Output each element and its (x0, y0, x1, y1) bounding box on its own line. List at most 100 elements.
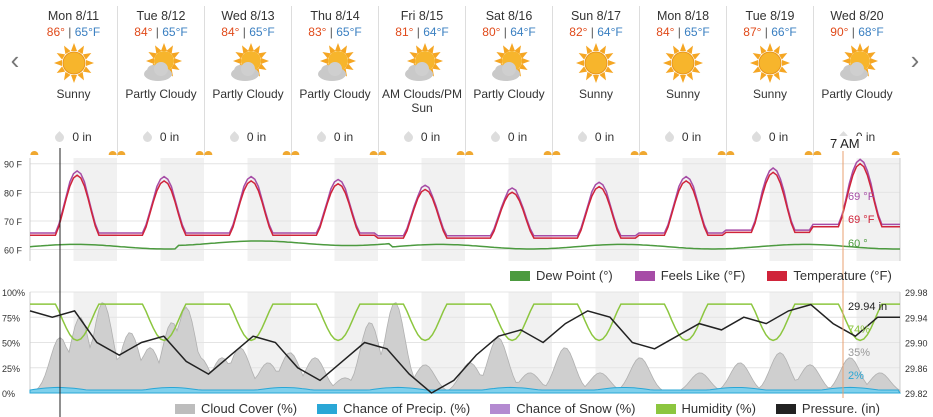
night-band (508, 158, 552, 261)
day-condition: AM Clouds/PM Sun (381, 87, 463, 115)
day-column[interactable]: Mon 8/11 86° | 65°F Sunny 0 in (30, 6, 117, 156)
day-low: 65°F (249, 25, 275, 39)
pressure-swatch (775, 403, 796, 414)
day-precip-amount: 0 in (72, 130, 92, 144)
legend-temperature[interactable]: Temperature (°F) (793, 268, 892, 283)
day-date: Fri 8/15 (400, 9, 444, 23)
dew-point-readout: 60 ° (848, 238, 868, 250)
day-precip: 0 in (640, 130, 726, 145)
day-column[interactable]: Sat 8/16 80° | 64°F Partly Cloudy 0 in (465, 6, 552, 156)
day-column[interactable]: Tue 8/12 84° | 65°F Partly Cloudy 0 in (117, 6, 204, 156)
legend-feels-like[interactable]: Feels Like (°F) (660, 268, 746, 283)
sun-marker (117, 151, 126, 155)
cloud-cover-swatch (175, 403, 195, 414)
night-band (247, 158, 291, 261)
sun-icon (576, 43, 616, 83)
day-column[interactable]: Mon 8/18 84° | 65°F Sunny 0 in (639, 6, 726, 156)
legend-cloud-cover[interactable]: Cloud Cover (%) (201, 401, 298, 416)
day-precip-amount: 0 in (507, 130, 528, 144)
day-precip-amount: 0 in (159, 130, 180, 144)
day-low: 64°F (423, 25, 449, 39)
day-precip-amount: 0 in (681, 130, 702, 144)
sun-marker (639, 151, 648, 155)
precip-readout: 2% (848, 370, 864, 382)
night-band (856, 158, 900, 261)
legend-humidity[interactable]: Humidity (%) (681, 401, 756, 416)
day-precip: 0 in (727, 130, 813, 145)
day-low: 65°F (336, 25, 362, 39)
partly-cloudy-icon (840, 43, 878, 81)
day-high: 90° (830, 25, 849, 39)
sun-marker (291, 151, 300, 155)
day-hi-lo: 84° | 65°F (134, 25, 188, 39)
legend-pressure[interactable]: Pressure. (in) (801, 401, 880, 416)
day-hi-lo: 80° | 64°F (482, 25, 536, 39)
day-precip: 0 in (118, 130, 204, 145)
lower-legend: Cloud Cover (%) Chance of Precip. (%) Ch… (175, 401, 880, 416)
day-date: Mon 8/18 (656, 9, 710, 23)
day-hi-lo: 84° | 65°F (656, 25, 710, 39)
humidity-readout: 74% (848, 324, 870, 336)
forecast-charts: 90 F 80 F 70 F 60 F 100% 29.98 75% 29.94 50% 29.9… (2, 148, 928, 417)
day-date: Tue 8/12 (136, 9, 186, 23)
y-tick-label: 90 F (4, 160, 23, 170)
raindrop-icon (227, 131, 241, 145)
temperature-readout: 69 °F (848, 214, 875, 226)
day-high: 84° (221, 25, 240, 39)
sun-marker (552, 151, 561, 155)
day-high: 81° (395, 25, 414, 39)
day-condition: Partly Cloudy (821, 87, 893, 101)
day-column[interactable]: Fri 8/15 81° | 64°F AM Clouds/PM Sun 0 i… (378, 6, 465, 156)
cloud-cover-readout: 35% (848, 347, 870, 359)
humidity-swatch (655, 403, 676, 414)
feels-like-swatch (634, 270, 655, 281)
day-precip-amount: 0 in (246, 130, 267, 144)
legend-precip[interactable]: Chance of Precip. (%) (343, 401, 471, 416)
daily-forecast-row: Mon 8/11 86° | 65°F Sunny 0 in Tue 8/12 … (30, 6, 900, 156)
day-low: 65°F (684, 25, 710, 39)
temp-legend: Dew Point (°) Feels Like (°F) Temperatur… (510, 268, 892, 283)
sun-marker (378, 151, 387, 155)
sun-marker (108, 151, 117, 155)
day-low: 64°F (510, 25, 536, 39)
sun-marker (891, 151, 900, 155)
precip-area (29, 386, 901, 394)
prev-days-button[interactable]: ‹ (10, 44, 20, 75)
day-low: 65°F (162, 25, 188, 39)
y-tick-label: 70 F (4, 217, 23, 227)
day-date: Thu 8/14 (310, 9, 360, 23)
day-high: 84° (656, 25, 675, 39)
day-column[interactable]: Sun 8/17 82° | 64°F Sunny 0 in (552, 6, 639, 156)
raindrop-icon (140, 131, 154, 145)
sun-marker (465, 151, 474, 155)
right-tick-label: 29.98 (905, 288, 928, 298)
day-column[interactable]: Wed 8/20 90° | 68°F Partly Cloudy 0 in (813, 6, 900, 156)
next-days-button[interactable]: › (910, 44, 920, 75)
partly-cloudy-icon (405, 43, 443, 81)
sun-icon (53, 43, 94, 83)
day-high: 83° (308, 25, 327, 39)
day-date: Tue 8/19 (745, 9, 795, 23)
day-hi-lo: 83° | 65°F (308, 25, 362, 39)
day-date: Sat 8/16 (485, 9, 533, 23)
day-low: 64°F (597, 25, 623, 39)
left-tick-label: 75% (2, 313, 20, 323)
raindrop-icon (575, 131, 589, 145)
day-condition: Sunny (665, 87, 701, 101)
left-tick-label: 100% (2, 288, 25, 298)
sun-marker (369, 151, 378, 155)
day-column[interactable]: Wed 8/13 84° | 65°F Partly Cloudy 0 in (204, 6, 291, 156)
day-high: 86° (46, 25, 65, 39)
day-high: 82° (569, 25, 588, 39)
day-condition: Partly Cloudy (473, 87, 545, 101)
hover-time-label: 7 AM (828, 136, 862, 151)
day-low: 68°F (858, 25, 884, 39)
legend-snow[interactable]: Chance of Snow (%) (516, 401, 636, 416)
day-column[interactable]: Tue 8/19 87° | 66°F Sunny 0 in (726, 6, 813, 156)
legend-dew-point[interactable]: Dew Point (°) (536, 268, 613, 283)
raindrop-icon (401, 131, 415, 145)
sun-marker (456, 151, 465, 155)
day-column[interactable]: Thu 8/14 83° | 65°F Partly Cloudy 0 in (291, 6, 378, 156)
day-precip-amount: 0 in (333, 130, 354, 144)
temperature-line (30, 162, 900, 239)
